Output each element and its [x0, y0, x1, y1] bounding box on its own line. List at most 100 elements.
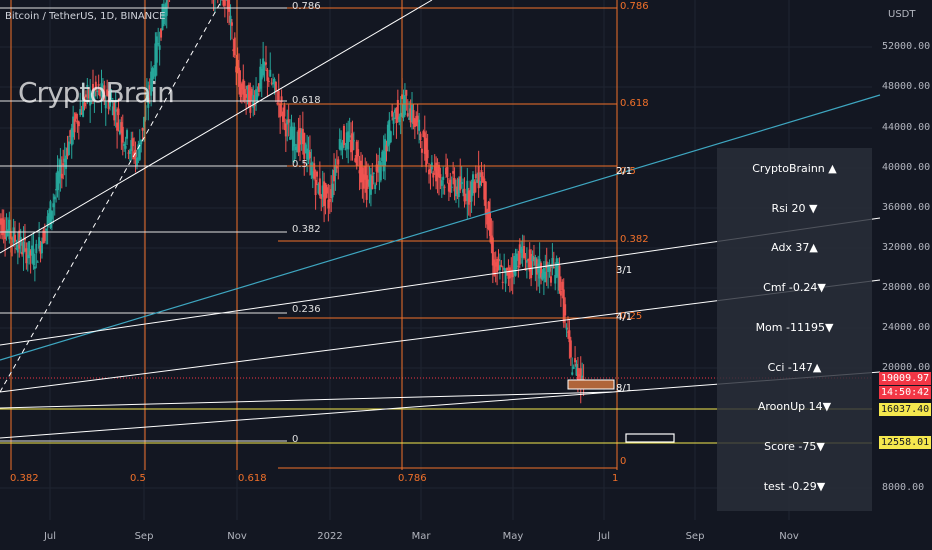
candle-body — [42, 230, 45, 244]
price-tick-label: 36000.00 — [882, 202, 931, 213]
candle-body — [21, 251, 24, 255]
candle-body — [314, 179, 317, 196]
candle-body — [155, 36, 158, 63]
candle-body — [69, 130, 72, 137]
candle-body — [432, 172, 435, 178]
time-tick-label: Sep — [685, 531, 705, 542]
candle-body — [101, 85, 104, 96]
candle-body — [121, 126, 124, 143]
candle-body — [484, 181, 487, 215]
candle-body — [446, 167, 449, 177]
candle-body — [571, 372, 574, 375]
candle-body — [70, 128, 73, 146]
candle-body — [256, 93, 259, 98]
candle-body — [267, 80, 270, 82]
candle-body — [342, 126, 345, 146]
channel-line — [0, 94, 881, 361]
candle-body — [500, 264, 503, 268]
candle-body — [82, 97, 85, 117]
candle-body — [429, 169, 432, 174]
candle-body — [525, 260, 528, 263]
candle-body — [239, 85, 242, 98]
candle-body — [264, 62, 267, 65]
candle-body — [523, 246, 526, 258]
candle-body — [100, 83, 103, 97]
trend-line — [0, 0, 433, 254]
candle-body — [439, 174, 442, 178]
candle-body — [18, 230, 21, 249]
candle-body — [16, 244, 19, 253]
indicator-label: Rsi — [771, 201, 788, 215]
candle-body — [280, 96, 283, 103]
candle-body — [240, 83, 243, 90]
candle-body — [483, 178, 486, 200]
candle-body — [510, 270, 513, 274]
candle-body — [113, 102, 116, 121]
candle-body — [32, 248, 35, 266]
candle-body — [388, 119, 391, 145]
candle-body — [242, 79, 245, 95]
candle-body — [124, 145, 127, 149]
indicator-value: -0.29▼ — [784, 479, 826, 493]
fib-level-label: 0.618 — [292, 95, 321, 106]
candle-body — [514, 259, 517, 276]
candle-body — [578, 373, 581, 377]
candle-body — [334, 165, 337, 176]
candle-body — [574, 358, 577, 363]
candle-body — [545, 261, 548, 269]
candle-body — [304, 144, 307, 154]
candle-body — [433, 165, 436, 171]
candle-body — [87, 88, 90, 99]
indicator-row: Rsi 20 ▼ — [717, 202, 872, 215]
indicator-label: Cmf — [763, 281, 786, 295]
candle-body — [466, 180, 469, 201]
time-tick-label: May — [502, 531, 524, 542]
time-tick-label: Jul — [43, 531, 57, 542]
candle-body — [423, 132, 426, 154]
indicator-row: Cci -147▲ — [717, 361, 872, 374]
candle-body — [520, 246, 523, 254]
candle-body — [384, 139, 387, 167]
candle-body — [409, 108, 412, 123]
candle-body — [90, 98, 93, 102]
candle-body — [62, 163, 65, 166]
fan-ratio-label: 3/1 — [616, 265, 633, 276]
candle-body — [300, 132, 303, 141]
candle-body — [469, 190, 472, 203]
candle-body — [114, 109, 117, 112]
candle-body — [120, 122, 123, 133]
candle-body — [340, 145, 343, 151]
candle-body — [107, 99, 110, 109]
time-tick-label: Jul — [597, 531, 611, 542]
fan-line — [0, 391, 614, 409]
candle-body — [106, 89, 109, 96]
candle-body — [38, 237, 41, 249]
candle-body — [503, 267, 506, 270]
candle-body — [236, 59, 239, 71]
candle-body — [576, 367, 579, 381]
candle-body — [420, 148, 423, 153]
candle-body — [396, 99, 399, 120]
candle-body — [476, 179, 479, 183]
candle-body — [386, 124, 389, 147]
candle-body — [365, 175, 368, 200]
candle-body — [80, 112, 83, 115]
candle-body — [460, 182, 463, 184]
candle-body — [535, 259, 538, 275]
candle-body — [361, 167, 364, 182]
candle-body — [281, 111, 284, 122]
candle-body — [299, 128, 302, 145]
candle-body — [562, 289, 565, 323]
candle-body — [2, 219, 5, 235]
candle-body — [498, 265, 501, 270]
candle-body — [79, 109, 82, 115]
candle-body — [411, 104, 414, 122]
candle-body — [162, 8, 165, 25]
candle-body — [223, 0, 226, 6]
candle-body — [470, 181, 473, 202]
price-tick-label: 52000.00 — [882, 41, 931, 52]
candle-body — [257, 83, 260, 92]
candle-body — [403, 95, 406, 115]
candle-body — [158, 45, 161, 50]
